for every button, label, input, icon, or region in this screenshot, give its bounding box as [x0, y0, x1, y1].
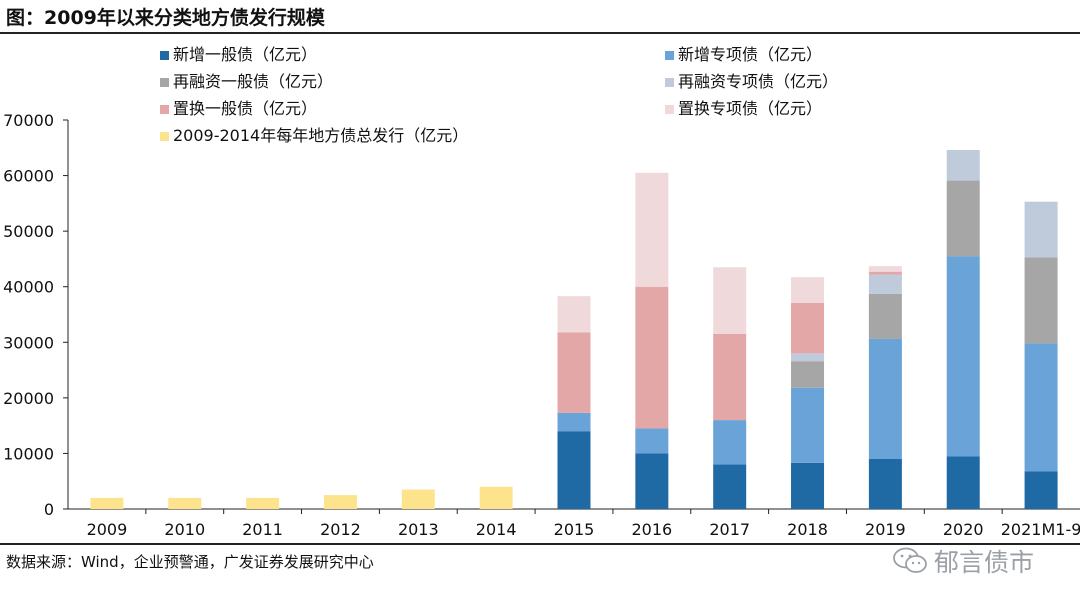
bar-segment [791, 302, 825, 354]
y-tick-label: 30000 [3, 333, 54, 352]
x-tick-label: 2013 [398, 520, 439, 539]
bar-segment [635, 428, 669, 454]
legend-label: 置换专项债（亿元） [678, 99, 822, 118]
page-title: 图：2009年以来分类地方债发行规模 [6, 7, 325, 29]
bar-segment [323, 495, 357, 509]
bar-segment [635, 453, 669, 509]
x-tick-label: 2012 [320, 520, 361, 539]
chart-legend: 新增一般债（亿元） 新增专项债（亿元） 再融资一般债（亿元） 再融资专项债（亿元） 置换… [160, 45, 838, 145]
y-tick-label: 70000 [3, 111, 54, 130]
bar-segment [868, 271, 902, 275]
x-tick-label: 2021M1-9 [1001, 520, 1080, 539]
footer-divider [0, 543, 1080, 545]
legend-swatch [160, 78, 169, 87]
bar-segment [868, 458, 902, 509]
legend-label: 再融资专项债（亿元） [678, 72, 838, 91]
bar-segment [791, 361, 825, 388]
watermark: 郁言债市 [892, 543, 1034, 579]
chart-bars [90, 150, 1058, 509]
y-tick-label: 50000 [3, 222, 54, 241]
x-tick-label: 2020 [943, 520, 984, 539]
bar-segment [868, 266, 902, 272]
bar-segment [635, 286, 669, 429]
legend-label: 2009-2014年每年地方债总发行（亿元） [173, 126, 468, 145]
bar-segment [946, 150, 980, 181]
wechat-icon [893, 547, 927, 573]
bar-segment [557, 431, 591, 509]
x-tick-label: 2018 [787, 520, 828, 539]
title-divider [0, 32, 1080, 34]
bar-segment [791, 387, 825, 463]
bar-segment [1024, 257, 1058, 344]
bar-segment [713, 420, 747, 465]
x-tick-label: 2009 [87, 520, 128, 539]
bar-segment [868, 274, 902, 294]
bar-segment [713, 333, 747, 421]
bar-segment [713, 464, 747, 509]
y-tick-label: 20000 [3, 389, 54, 408]
bar-segment [246, 497, 280, 509]
x-tick-label: 2016 [631, 520, 672, 539]
bar-segment [946, 256, 980, 457]
bar-segment [1024, 471, 1058, 509]
bar-segment [479, 486, 513, 509]
bar-segment [946, 456, 980, 509]
bar-segment [946, 180, 980, 257]
y-tick-label: 40000 [3, 278, 54, 297]
chart-axes: 0 10000 20000 30000 40000 50000 60000 70000 2009… [3, 111, 1080, 539]
legend-swatch [665, 78, 674, 87]
bar-segment [791, 277, 825, 303]
x-tick-label: 2019 [865, 520, 906, 539]
bar-segment [168, 497, 202, 509]
legend-swatch [665, 51, 674, 60]
bar-segment [868, 293, 902, 339]
legend-label: 置换一般债（亿元） [173, 99, 317, 118]
bar-segment [557, 296, 591, 333]
legend-swatch [665, 105, 674, 114]
bar-segment [1024, 201, 1058, 258]
watermark-text: 郁言债市 [934, 548, 1035, 577]
legend-swatch [160, 105, 169, 114]
source-note: 数据来源：Wind，企业预警通，广发证券发展研究中心 [6, 553, 374, 571]
x-tick-label: 2011 [242, 520, 283, 539]
bar-segment [557, 412, 591, 432]
bar-segment [635, 172, 669, 287]
legend-label: 新增专项债（亿元） [678, 45, 822, 64]
y-tick-label: 0 [44, 500, 54, 519]
legend-swatch [160, 51, 169, 60]
x-tick-label: 2017 [709, 520, 750, 539]
x-tick-label: 2014 [476, 520, 517, 539]
y-tick-label: 10000 [3, 444, 54, 463]
bar-segment [90, 497, 124, 509]
legend-label: 再融资一般债（亿元） [173, 72, 333, 91]
bar-segment [557, 332, 591, 413]
legend-swatch [160, 132, 169, 141]
bar-segment [401, 489, 435, 509]
y-tick-label: 60000 [3, 167, 54, 186]
x-tick-label: 2015 [554, 520, 595, 539]
x-tick-label: 2010 [164, 520, 205, 539]
bar-segment [868, 338, 902, 459]
bar-segment [713, 267, 747, 334]
bar-segment [791, 353, 825, 362]
legend-label: 新增一般债（亿元） [173, 45, 317, 64]
bar-segment [791, 462, 825, 509]
bar-segment [1024, 343, 1058, 472]
